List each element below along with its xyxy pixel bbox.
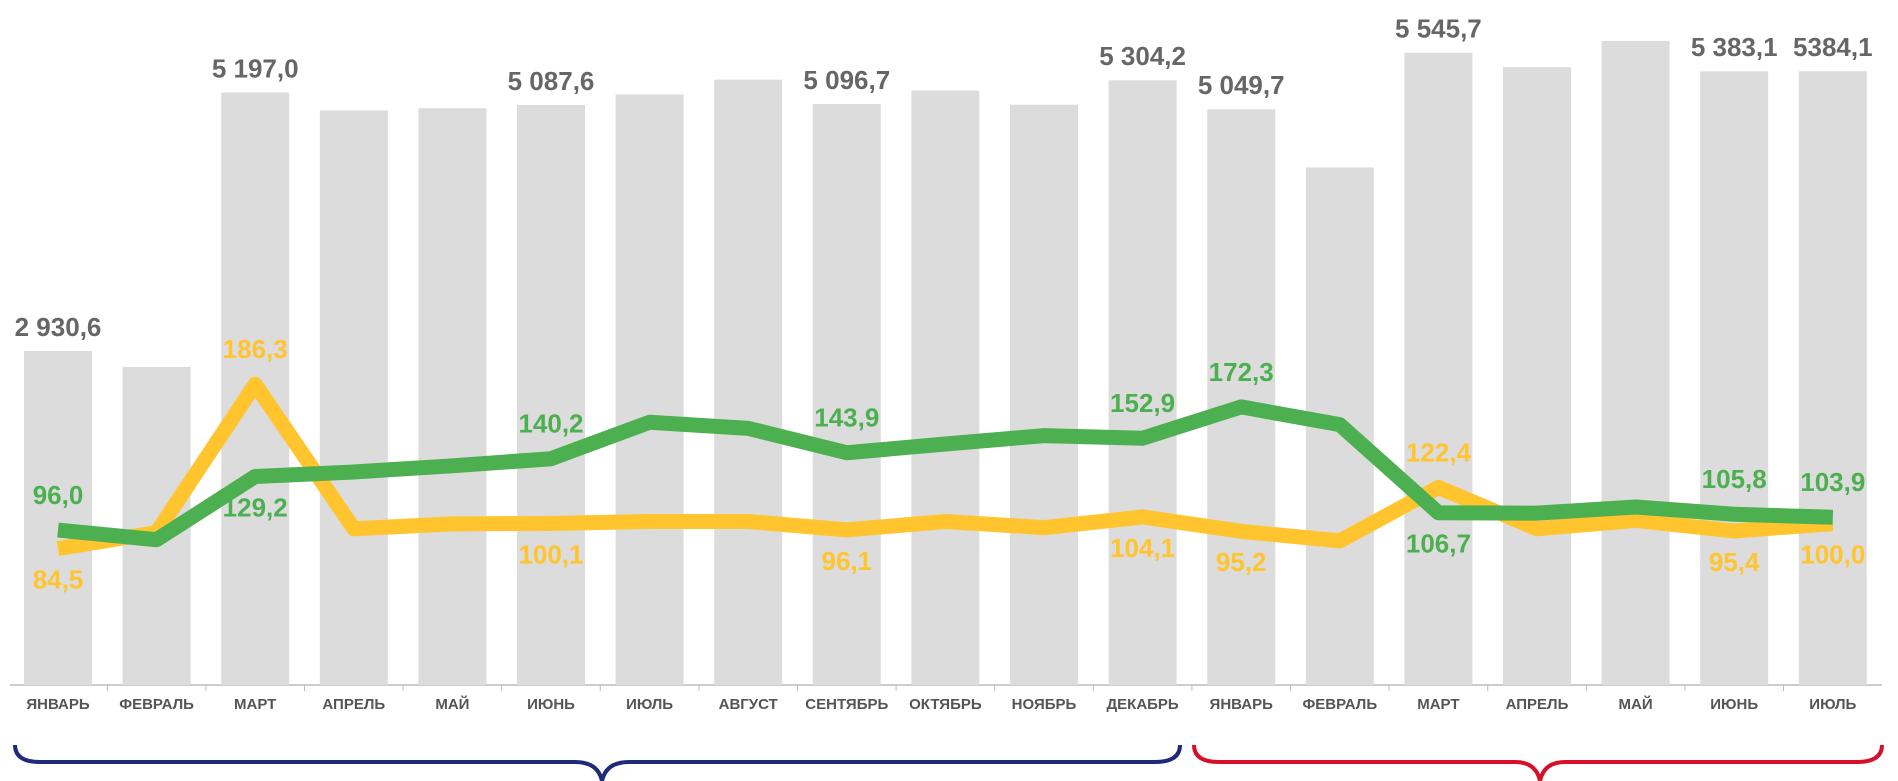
- bar: [1404, 52, 1473, 685]
- x-tick-label: ИЮЛЬ: [1809, 696, 1856, 713]
- line-label: 96,0: [33, 480, 84, 510]
- x-tick-label: ЯНВАРЬ: [1210, 696, 1274, 713]
- line-label: 95,2: [1216, 547, 1267, 577]
- bar-label: 5 096,7: [803, 65, 890, 95]
- x-tick-label: АПРЕЛЬ: [322, 696, 385, 713]
- line-label: 140,2: [518, 409, 583, 439]
- bar: [1798, 71, 1867, 686]
- bar: [1601, 40, 1670, 685]
- bar-label: 5 383,1: [1691, 32, 1778, 62]
- line-label: 103,9: [1800, 467, 1865, 497]
- x-tick-label: ИЮНЬ: [527, 696, 575, 713]
- line-label: 105,8: [1702, 464, 1767, 494]
- x-tick-label: ИЮЛЬ: [626, 696, 673, 713]
- bar: [1503, 67, 1571, 686]
- bar: [1207, 109, 1276, 685]
- bar: [1108, 80, 1177, 686]
- x-tick-label: ИЮНЬ: [1710, 696, 1758, 713]
- line: [56, 376, 1834, 557]
- line-label: 96,1: [821, 546, 872, 576]
- line-label: 186,3: [223, 334, 288, 364]
- x-tick-label: НОЯБРЬ: [1012, 696, 1077, 713]
- line-label: 129,2: [223, 492, 288, 522]
- x-tick-label: МАРТ: [1417, 696, 1459, 713]
- x-tick-label: АПРЕЛЬ: [1506, 696, 1569, 713]
- line-label: 106,7: [1406, 529, 1471, 559]
- bar: [24, 350, 92, 685]
- x-tick-label: МАРТ: [234, 696, 276, 713]
- x-tick-label: АВГУСТ: [719, 696, 778, 713]
- line-label: 100,0: [1800, 539, 1865, 569]
- bar-label: 5 545,7: [1395, 14, 1482, 44]
- bar: [615, 94, 684, 686]
- line-label: 84,5: [33, 564, 84, 594]
- bar: [319, 110, 388, 685]
- line-label: 152,9: [1110, 388, 1175, 418]
- line: [57, 399, 1834, 548]
- bar: [418, 108, 487, 685]
- line-label: 104,1: [1110, 533, 1175, 563]
- bar: [911, 90, 980, 686]
- x-tick-label: ДЕКАБРЬ: [1106, 696, 1178, 713]
- x-tick-label: ОКТЯБРЬ: [909, 696, 982, 713]
- line-label: 100,1: [518, 539, 583, 569]
- line-label: 143,9: [814, 403, 879, 433]
- bar: [1700, 71, 1769, 685]
- bar-label: 5 087,6: [508, 66, 595, 96]
- line-label: 95,4: [1709, 547, 1760, 577]
- bar: [1010, 104, 1078, 686]
- bar: [517, 105, 585, 685]
- bar-label: 5 304,2: [1099, 41, 1186, 71]
- bar-label: 2 930,6: [15, 312, 102, 342]
- x-tick-label: ФЕВРАЛЬ: [1302, 696, 1377, 713]
- line-label: 172,3: [1209, 357, 1274, 387]
- x-tick-label: ФЕВРАЛЬ: [119, 696, 194, 713]
- brace-right: [1192, 744, 1884, 781]
- bar: [812, 103, 881, 685]
- bar-label: 5384,1: [1793, 32, 1873, 62]
- bar: [714, 79, 783, 685]
- line-label: 122,4: [1406, 437, 1472, 467]
- brace-left: [13, 744, 1182, 781]
- x-tick-label: СЕНТЯБРЬ: [805, 696, 888, 713]
- x-tick-label: МАЙ: [435, 695, 469, 713]
- x-tick-label: МАЙ: [1619, 695, 1653, 713]
- bar-label: 5 197,0: [212, 53, 299, 83]
- x-tick-label: ЯНВАРЬ: [26, 696, 90, 713]
- bar-label: 5 049,7: [1198, 70, 1285, 100]
